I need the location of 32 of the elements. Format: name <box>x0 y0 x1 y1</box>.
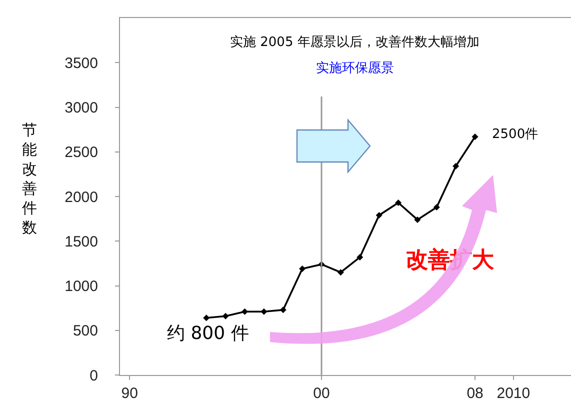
y-tick-label: 2500 <box>64 144 98 162</box>
annotation: 2500件 <box>492 127 538 142</box>
point <box>222 312 229 320</box>
y-tick-label: 3000 <box>64 100 98 116</box>
annotation: 约 800 件 <box>167 323 249 344</box>
point <box>472 133 478 140</box>
x-tick-label: 08 <box>466 385 484 402</box>
point <box>395 200 402 206</box>
point <box>433 204 440 210</box>
point <box>452 162 460 170</box>
x-tick-label: 00 <box>313 385 330 402</box>
annotation: 改善扩大 <box>406 247 495 273</box>
point <box>376 212 382 218</box>
point <box>414 216 421 223</box>
point <box>356 254 364 260</box>
y-tick-label: 1000 <box>64 278 98 295</box>
y-tick-label: 500 <box>72 322 98 340</box>
text: 实施 2005 年愿景以后，改善件数大幅增加 <box>230 34 480 50</box>
y-axis-title: 节能改善件数 <box>22 121 37 236</box>
y-tick-label: 2000 <box>64 188 98 206</box>
y-tick-label: 0 <box>90 367 98 384</box>
text: 实施环保愿景 <box>316 61 394 76</box>
point <box>299 266 306 272</box>
point <box>203 314 210 322</box>
point <box>280 306 286 314</box>
y-tick-label: 3500 <box>64 54 98 72</box>
y-tick-label: 1500 <box>64 233 98 250</box>
point <box>337 269 344 276</box>
x-tick-label: 90 <box>121 385 138 402</box>
point <box>260 308 268 315</box>
point <box>241 308 248 315</box>
x-tick-label: 2010 <box>496 385 530 402</box>
